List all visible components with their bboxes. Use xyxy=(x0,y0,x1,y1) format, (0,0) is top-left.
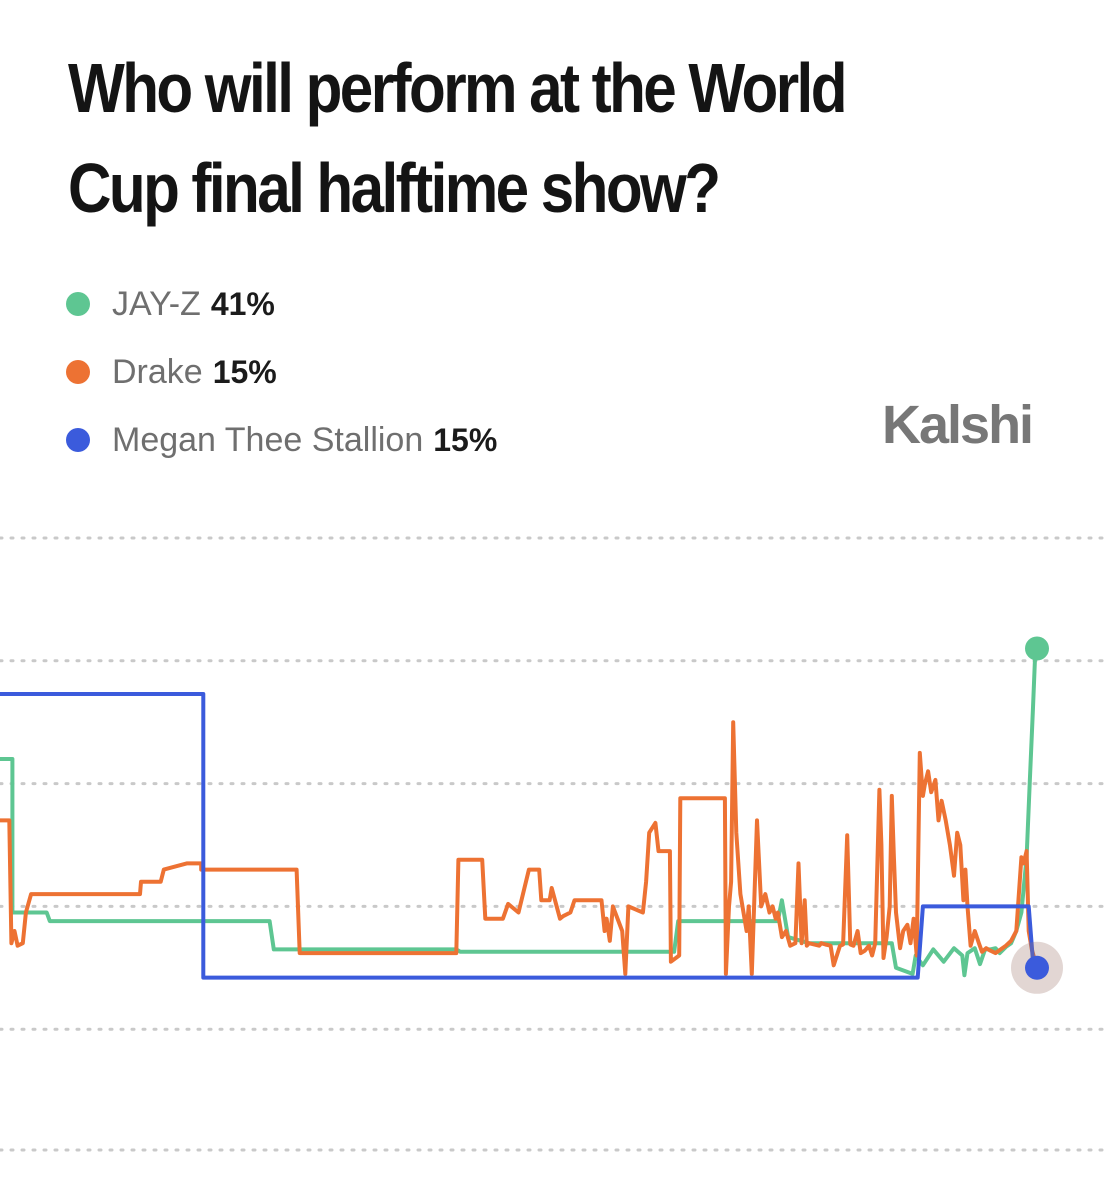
price-history-chart xyxy=(0,536,1107,1152)
legend-value-megan-thee-stallion: 15% xyxy=(433,422,498,458)
legend-entry-megan-thee-stallion: Megan Thee Stallion 15% xyxy=(112,420,497,460)
series-line-drake xyxy=(0,720,1039,976)
legend-dot-jay-z xyxy=(66,292,90,316)
legend-label-drake: Drake xyxy=(112,353,203,391)
legend-value-drake: 15% xyxy=(212,354,277,390)
legend-dot-megan-thee-stallion xyxy=(66,428,90,452)
legend-dot-drake xyxy=(66,360,90,384)
page-title: Who will perform at the World Cup final … xyxy=(68,49,847,227)
series-line-megan-thee-stallion xyxy=(0,692,1039,980)
legend-value-jay-z: 41% xyxy=(210,286,275,322)
end-marker-megan-thee-stallion xyxy=(1025,955,1049,980)
end-marker-jay-z xyxy=(1025,636,1049,661)
kalshi-logo: Kalshi xyxy=(882,395,1034,455)
legend-label-jay-z: JAY-Z xyxy=(112,285,201,323)
legend-label-megan-thee-stallion: Megan Thee Stallion xyxy=(112,421,424,459)
legend-entry-drake: Drake 15% xyxy=(112,352,277,392)
legend-entry-jay-z: JAY-Z 41% xyxy=(112,284,275,324)
cut-off-header-remnant xyxy=(70,0,710,11)
